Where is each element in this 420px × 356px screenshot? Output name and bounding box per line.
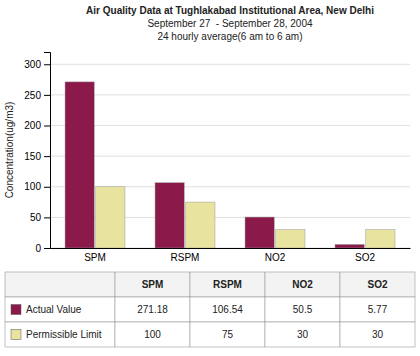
- axis-line: [44, 53, 51, 249]
- title-line: September 27 - September 28, 2004: [147, 18, 313, 29]
- table-cell: [115, 322, 190, 347]
- y-axis-label: Concentration(ug/m3): [4, 102, 15, 199]
- table-cell: [5, 297, 115, 322]
- grid-line: [50, 64, 410, 65]
- grid-line: [50, 94, 410, 95]
- bar-series: [96, 187, 395, 248]
- table-header: RSPM: [213, 279, 242, 290]
- bar-series: [65, 82, 364, 248]
- tick: NO2: [265, 252, 286, 263]
- tick-label: NO2: [265, 252, 286, 263]
- tick-mark: [44, 64, 50, 65]
- tick-label: RSPM: [171, 252, 200, 263]
- bar: [245, 217, 274, 248]
- tick: 200: [24, 120, 50, 131]
- bars: [65, 82, 395, 248]
- table-cell: [190, 297, 265, 322]
- tick-label: 300: [24, 59, 41, 70]
- chart: Air Quality Data at Tughlakabad Institut…: [0, 0, 420, 356]
- data-label: 106.54: [212, 304, 243, 315]
- tick-label: 250: [24, 90, 41, 101]
- legend-swatch: [11, 305, 21, 315]
- table-cell: [190, 322, 265, 347]
- tick: 300: [24, 59, 50, 70]
- tick-mark: [44, 187, 50, 188]
- table-cell: [5, 272, 115, 297]
- tick: SO2: [355, 252, 375, 263]
- grid: [50, 64, 410, 248]
- bar: [335, 244, 364, 248]
- tick: 100: [24, 181, 50, 192]
- table-header: SO2: [367, 279, 387, 290]
- bar: [186, 202, 215, 248]
- table-cell: [115, 272, 190, 297]
- tick-mark: [44, 126, 50, 127]
- table-cell: [265, 297, 340, 322]
- tick: 50: [30, 212, 50, 223]
- bar: [96, 187, 125, 248]
- data-label: 30: [372, 329, 384, 340]
- tick-mark: [44, 217, 50, 218]
- tick-label: 100: [24, 181, 41, 192]
- data-label: 75: [222, 329, 234, 340]
- tick: RSPM: [171, 252, 200, 263]
- title-line: Air Quality Data at Tughlakabad Institut…: [86, 5, 374, 16]
- table-cell: [115, 297, 190, 322]
- bar: [276, 230, 305, 248]
- data-label: 50.5: [293, 304, 313, 315]
- data-table: SPM RSPM NO2 SO2 Actual Value 271.18 106.54 50.…: [5, 272, 415, 347]
- title: Air Quality Data at Tughlakabad Institut…: [86, 5, 374, 42]
- title-line: 24 hourly average(6 am to 6 am): [157, 31, 302, 42]
- bar: [366, 230, 395, 248]
- tick-label: 200: [24, 120, 41, 131]
- tick-label: SO2: [355, 252, 375, 263]
- tick-mark: [44, 95, 50, 96]
- data-label: 30: [297, 329, 309, 340]
- table-cell: [265, 322, 340, 347]
- axis-line: [51, 248, 411, 249]
- x-axis: SPM RSPM NO2 SO2: [51, 249, 411, 264]
- tick: SPM: [84, 252, 106, 263]
- legend-label: Actual Value: [26, 304, 82, 315]
- tick-label: 50: [30, 212, 42, 223]
- tick: 250: [24, 90, 50, 101]
- data-label: 100: [144, 329, 161, 340]
- data-label: 5.77: [368, 304, 388, 315]
- table-header: NO2: [292, 279, 313, 290]
- grid-line: [50, 156, 410, 157]
- table-cell: [340, 272, 415, 297]
- table-cell: [265, 272, 340, 297]
- data-label: 271.18: [137, 304, 168, 315]
- bar: [155, 183, 184, 248]
- tick-mark: [44, 248, 50, 249]
- legend-swatch: [11, 330, 21, 340]
- legend-label: Permissible Limit: [26, 329, 102, 340]
- tick: 150: [24, 151, 50, 162]
- grid-line: [50, 125, 410, 126]
- table-cell: [5, 322, 115, 347]
- table-cell: [340, 297, 415, 322]
- tick-label: SPM: [84, 252, 106, 263]
- tick-label: 0: [35, 243, 41, 254]
- table-cell: [190, 272, 265, 297]
- y-axis: 0 50 100 150 200 250 300: [24, 53, 50, 254]
- tick: 0: [35, 243, 50, 254]
- table-cell: [340, 322, 415, 347]
- tick-label: 150: [24, 151, 41, 162]
- bar: [65, 82, 94, 248]
- table-header: SPM: [142, 279, 164, 290]
- tick-mark: [44, 156, 50, 157]
